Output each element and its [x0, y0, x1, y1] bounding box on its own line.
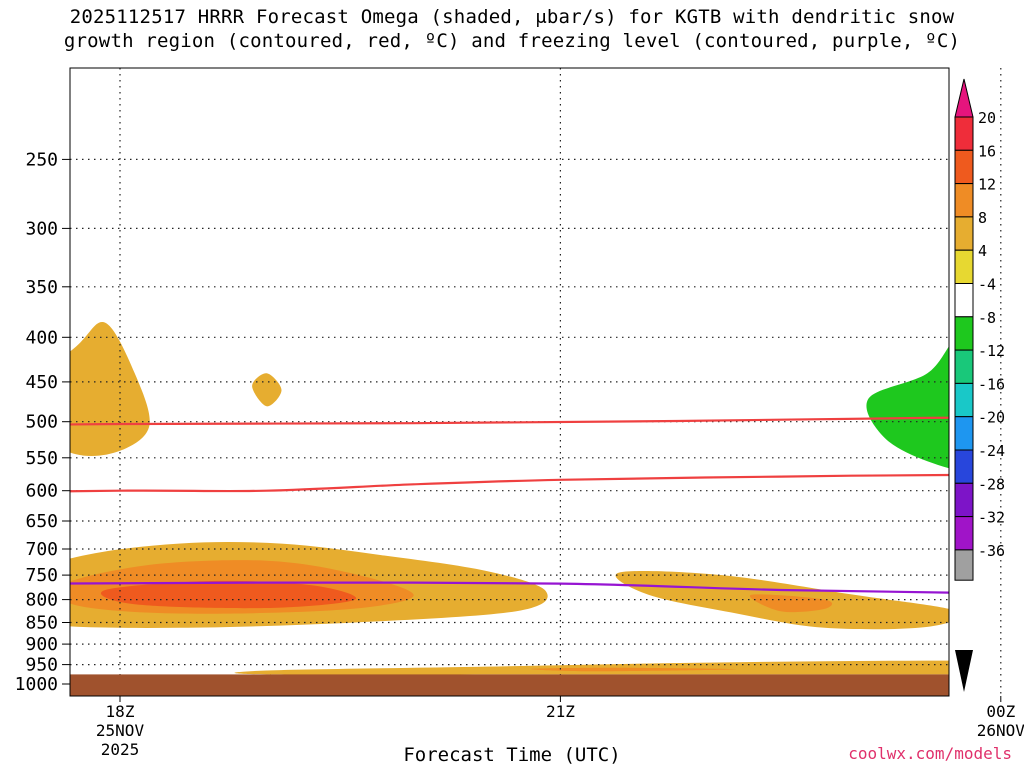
omega-region-30 — [964, 656, 1024, 672]
omega-region-23 — [70, 322, 150, 457]
y-tick-label-500: 500 — [25, 412, 58, 433]
colorbar-segment-9 — [954, 416, 974, 451]
x-axis: 18Z25NOV202521Z00Z26NOV03Z06Z09Z — [96, 696, 1024, 759]
chart-title-line1: 2025112517 HRRR Forecast Omega (shaded, … — [69, 6, 955, 28]
credit-text: coolwx.com/models — [848, 744, 1012, 763]
y-tick-label-350: 350 — [25, 277, 58, 298]
x-tick-label-00Z: 00Z — [986, 702, 1015, 721]
colorbar-segment-10 — [954, 449, 974, 484]
y-tick-label-550: 550 — [25, 448, 58, 469]
chart-title-line2: growth region (contoured, red, ºC) and f… — [63, 30, 961, 52]
colorbar-segment-5 — [954, 283, 974, 318]
colorbar-label-2: 12 — [978, 176, 996, 194]
x-axis-title: Forecast Time (UTC) — [403, 744, 621, 766]
grid-lines — [70, 68, 1002, 696]
omega-region-22 — [100, 580, 357, 609]
colorbar-segment-6 — [954, 316, 974, 351]
colorbar-label-6: -8 — [978, 309, 996, 327]
colorbar-label-9: -20 — [978, 409, 1005, 427]
colorbar: 20 16 12 8 4 -4 -8 -12 -16 -20 -24 -28 -32 -36 — [954, 78, 1005, 692]
omega-region-5 — [190, 226, 356, 310]
colorbar-segment-7 — [954, 349, 974, 384]
y-tick-label-1000: 1000 — [15, 674, 58, 695]
y-tick-label-300: 300 — [25, 218, 58, 239]
colorbar-bottom-arrow — [955, 650, 973, 692]
omega-region-25 — [749, 594, 833, 613]
y-tick-label-450: 450 — [25, 372, 58, 393]
dgz-top-contour — [70, 416, 949, 426]
y-tick-label-750: 750 — [25, 565, 58, 586]
colorbar-top-arrow — [954, 78, 974, 118]
colorbar-segment-12 — [954, 516, 974, 551]
omega-shading — [70, 226, 1024, 675]
omega-region-1 — [866, 346, 949, 469]
y-tick-label-400: 400 — [25, 327, 58, 348]
colorbar-label-3: 8 — [978, 209, 987, 227]
omega-region-29 — [530, 667, 737, 672]
colorbar-segment-3 — [954, 216, 974, 251]
plot-frame — [69, 67, 950, 697]
freezing-level-contour — [70, 581, 949, 594]
colorbar-segment-8 — [954, 382, 974, 418]
colorbar-label-0: 20 — [978, 109, 996, 127]
y-axis: 2503003504004505005506006507007508008509… — [15, 149, 70, 695]
ground-below-surface — [70, 674, 949, 696]
colorbar-label-10: -24 — [978, 442, 1005, 460]
colorbar-label-12: -32 — [978, 509, 1005, 527]
y-tick-label-950: 950 — [25, 655, 58, 676]
y-tick-label-900: 900 — [25, 634, 58, 655]
colorbar-label-4: 4 — [978, 242, 987, 260]
dgz-bottom-contour — [70, 473, 949, 493]
colorbar-segment-1 — [954, 149, 974, 185]
colorbar-label-13: -36 — [978, 542, 1005, 560]
y-tick-label-250: 250 — [25, 149, 58, 170]
x-tick-year-18Z: 2025 — [101, 740, 140, 759]
x-tick-label-21Z: 21Z — [546, 702, 575, 721]
omega-region-28 — [234, 660, 949, 675]
colorbar-segment-11 — [954, 482, 974, 518]
temperature-contours: -120 — [70, 416, 949, 594]
colorbar-label-8: -16 — [978, 375, 1005, 393]
y-tick-label-700: 700 — [25, 539, 58, 560]
x-tick-date-18Z: 25NOV — [96, 721, 145, 740]
omega-region-10 — [70, 639, 239, 663]
colorbar-label-7: -12 — [978, 342, 1005, 360]
colorbar-label-5: -4 — [978, 276, 996, 294]
y-tick-label-850: 850 — [25, 613, 58, 634]
colorbar-segment-0 — [954, 116, 974, 151]
colorbar-label-11: -28 — [978, 475, 1005, 493]
x-tick-date-00Z: 26NOV — [977, 721, 1024, 740]
y-tick-label-600: 600 — [25, 481, 58, 502]
colorbar-segment-last — [954, 549, 974, 581]
x-tick-label-18Z: 18Z — [106, 702, 135, 721]
colorbar-label-1: 16 — [978, 142, 996, 160]
colorbar-segment-4 — [954, 249, 974, 284]
colorbar-segment-2 — [954, 183, 974, 218]
y-tick-label-650: 650 — [25, 511, 58, 532]
y-tick-label-800: 800 — [25, 590, 58, 611]
